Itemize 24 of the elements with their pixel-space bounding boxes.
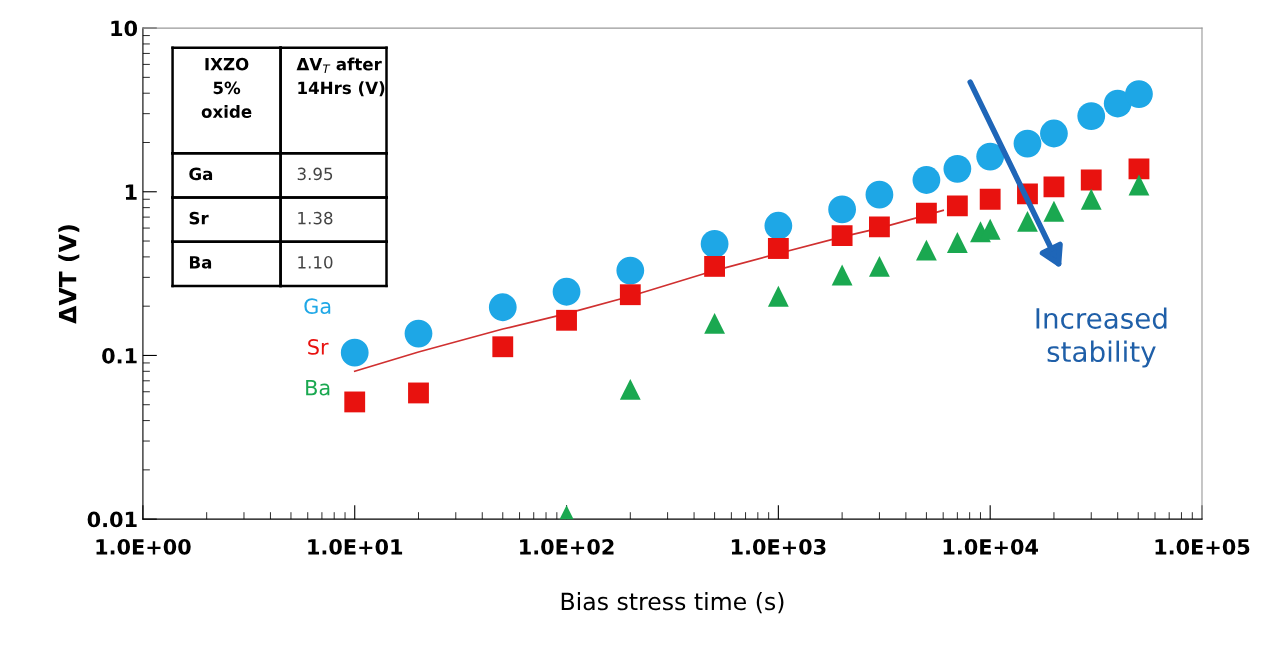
annotation: Ga <box>189 167 213 181</box>
annotation: 3.95 <box>297 167 333 181</box>
y-axis-title: ΔVT (V) <box>58 225 80 324</box>
annotation: 1.38 <box>298 211 333 225</box>
text: Ba <box>306 380 330 396</box>
y-tick-label: 1 <box>125 184 137 200</box>
x-axis-title: Bias stress time (s) <box>561 592 784 614</box>
y-tick-label: 0.01 <box>87 511 137 528</box>
annotation: Increased stability <box>1036 307 1167 368</box>
annotation: Sr <box>189 211 209 225</box>
annotation: ΔV$_{T}$ after 14Hrs (V) <box>296 57 385 97</box>
y-tick-label: 0.1 <box>102 347 137 364</box>
x-tick-label: 1.0E+05 <box>1155 538 1250 555</box>
annotation: IXZO 5% oxide <box>201 57 252 118</box>
y-tick-label: 10 <box>111 20 138 37</box>
x-tick-label: 1.0E+03 <box>731 538 826 555</box>
annotation: 1.10 <box>298 256 333 269</box>
series-label: Ga <box>304 298 331 315</box>
series-label: Sr <box>308 339 329 355</box>
x-tick-label: 1.0E+01 <box>308 538 403 555</box>
x-tick-label: 1.0E+02 <box>520 538 614 555</box>
x-tick-label: 1.0E+00 <box>96 538 191 555</box>
x-tick-label: 1.0E+04 <box>943 538 1039 555</box>
annotation: Ba <box>189 256 212 269</box>
